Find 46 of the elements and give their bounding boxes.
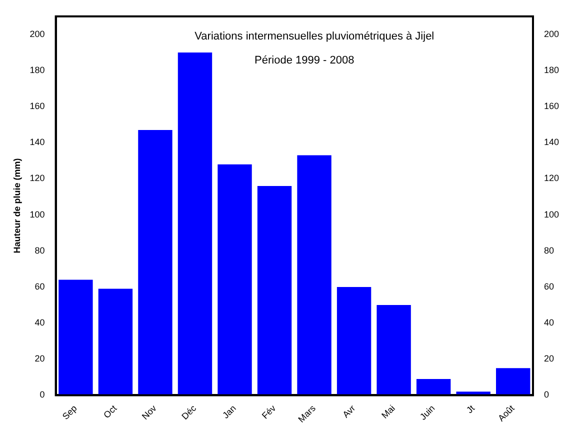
bar	[257, 186, 292, 396]
bar	[138, 130, 172, 396]
text: Période 1999 - 2008	[254, 54, 354, 66]
y-tick-label: 180	[30, 65, 45, 75]
y2-tick-label: 140	[544, 137, 560, 148]
x-tick-label: Mai	[380, 403, 397, 420]
x-tick-label: Sep	[60, 403, 79, 422]
text: Variations intermensuelles pluviométriques à Jijel	[194, 30, 434, 42]
y-tick-label: 40	[34, 318, 45, 328]
bar	[416, 378, 451, 396]
bar	[376, 305, 411, 396]
bar	[297, 155, 332, 396]
y2-tick-label: 160	[544, 101, 560, 112]
x-tick-label: Avr	[340, 403, 358, 420]
y2-tick-label: 200	[544, 28, 560, 39]
y2-tick-label: 80	[544, 245, 554, 256]
x-tick-label: Oct	[102, 402, 119, 420]
y2-tick-label: 60	[544, 281, 554, 292]
bar	[98, 288, 133, 396]
y-tick-label: 120	[30, 173, 45, 184]
y-tick-label: 160	[30, 101, 45, 112]
y2-tick-label: 20	[544, 354, 554, 364]
y-tick-label: 200	[30, 28, 45, 39]
y2-tick-label: 120	[544, 173, 560, 184]
x-tick-label: Déc	[180, 402, 199, 422]
bar	[218, 164, 252, 396]
bar	[336, 286, 372, 396]
y-tick-label: 0	[40, 390, 45, 400]
y-tick-label: 60	[34, 281, 45, 292]
y2-tick-label: 40	[544, 318, 554, 328]
y-tick-label: 140	[30, 137, 45, 148]
bar	[178, 52, 212, 396]
x-tick-label: Juin	[418, 403, 437, 422]
y2-tick-label: 0	[544, 390, 549, 400]
x-tick-label: Fév	[260, 402, 278, 421]
x-tick-label: Jan	[220, 403, 238, 420]
bar	[496, 368, 530, 396]
y-tick-label: 20	[34, 354, 45, 364]
y-tick-label: 80	[34, 245, 45, 256]
x-tick-label: Nov	[140, 402, 159, 422]
y2-tick-label: 100	[544, 209, 560, 220]
y-tick-label: 100	[30, 209, 45, 220]
y-axis-title: Hauteur de pluie (mm)	[12, 158, 22, 254]
x-tick-label: Jt	[464, 402, 477, 416]
y2-tick-label: 180	[544, 65, 560, 75]
bar	[58, 280, 93, 396]
